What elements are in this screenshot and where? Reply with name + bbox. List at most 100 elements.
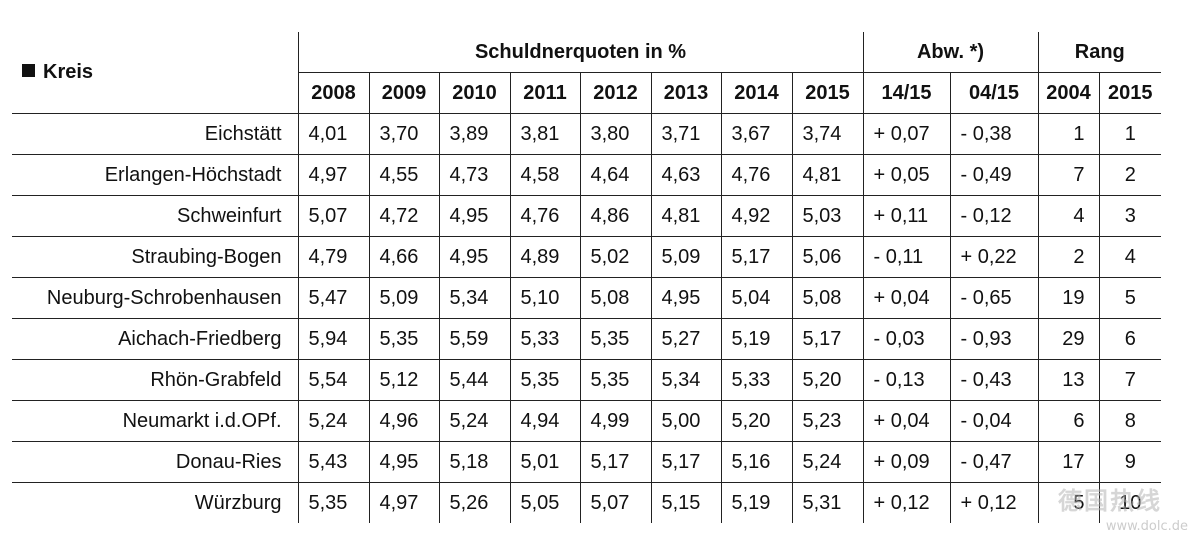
abw-cell: - 0,11 (862, 236, 950, 278)
quote-cell: 3,70 (368, 113, 439, 155)
kreis-cell: Neumarkt i.d.OPf. (12, 400, 298, 442)
quote-cell: 5,07 (579, 482, 651, 523)
quote-cell: 5,19 (720, 482, 792, 523)
quote-cell: 5,03 (791, 195, 863, 237)
abw-cell: - 0,49 (949, 154, 1038, 196)
kreis-cell: Aichach-Friedberg (12, 318, 298, 360)
rang-cell: 4 (1037, 195, 1099, 237)
col-abw: 14/15 (862, 72, 950, 114)
col-year: 2013 (650, 72, 721, 114)
col-year: 2014 (720, 72, 792, 114)
quote-cell: 5,15 (650, 482, 721, 523)
square-bullet-icon (22, 64, 35, 77)
quote-cell: 4,96 (368, 400, 439, 442)
quote-cell: 4,66 (368, 236, 439, 278)
watermark-url: www.dolc.de (1105, 519, 1188, 534)
quote-cell: 4,95 (438, 236, 510, 278)
table-row: Aichach-Friedberg 5,94 5,35 5,59 5,33 5,35 5,2… (12, 318, 1161, 360)
col-year: 2015 (791, 72, 863, 114)
abw-cell: + 0,12 (949, 482, 1038, 523)
rang-cell: 7 (1037, 154, 1099, 196)
quote-cell: 5,33 (509, 318, 580, 360)
quote-cell: 5,06 (791, 236, 863, 278)
abw-cell: - 0,93 (949, 318, 1038, 360)
table-row: Schweinfurt 5,07 4,72 4,95 4,76 4,86 4,81 4,92 5… (12, 195, 1161, 237)
quote-cell: 5,09 (650, 236, 721, 278)
quote-cell: 4,97 (368, 482, 439, 523)
quote-cell: 4,72 (368, 195, 439, 237)
quote-cell: 5,35 (509, 359, 580, 401)
group-abweichung: Abw. *) (862, 32, 1038, 73)
table-row: Donau-Ries 5,43 4,95 5,18 5,01 5,17 5,17 5,16 5,… (12, 441, 1161, 483)
rang-cell: 3 (1098, 195, 1161, 237)
rang-cell: 9 (1098, 441, 1161, 483)
quote-cell: 5,08 (791, 277, 863, 319)
col-year: 2011 (509, 72, 580, 114)
quote-cell: 5,94 (297, 318, 369, 360)
quote-cell: 3,74 (791, 113, 863, 155)
kreis-cell: Schweinfurt (12, 195, 298, 237)
rang-cell: 13 (1037, 359, 1099, 401)
quote-cell: 5,35 (579, 318, 651, 360)
quote-cell: 5,47 (297, 277, 369, 319)
group-rang: Rang (1037, 32, 1161, 73)
quote-cell: 5,34 (650, 359, 721, 401)
quote-cell: 5,24 (297, 400, 369, 442)
quote-cell: 5,33 (720, 359, 792, 401)
rang-cell: 1 (1098, 113, 1161, 155)
header-row-groups: Kreis Schuldnerquoten in % Abw. *) Rang (12, 32, 1161, 83)
quote-cell: 4,64 (579, 154, 651, 196)
quote-cell: 4,63 (650, 154, 721, 196)
quote-cell: 3,89 (438, 113, 510, 155)
table-body: Eichstätt 4,01 3,70 3,89 3,81 3,80 3,71 3,67 3,7… (12, 113, 1161, 523)
abw-cell: + 0,04 (862, 400, 950, 442)
rang-cell: 10 (1098, 482, 1161, 523)
quote-cell: 5,01 (509, 441, 580, 483)
rang-cell: 29 (1037, 318, 1099, 360)
abw-cell: - 0,03 (862, 318, 950, 360)
quote-cell: 4,76 (720, 154, 792, 196)
kreis-cell: Würzburg (12, 482, 298, 523)
quote-cell: 4,86 (579, 195, 651, 237)
quote-cell: 4,94 (509, 400, 580, 442)
watermark-logo: 德国热线 (1058, 487, 1162, 515)
group-schuldnerquoten: Schuldnerquoten in % (297, 32, 863, 73)
quote-cell: 5,27 (650, 318, 721, 360)
abw-cell: - 0,65 (949, 277, 1038, 319)
quote-cell: 5,17 (720, 236, 792, 278)
quote-cell: 5,54 (297, 359, 369, 401)
quote-cell: 5,12 (368, 359, 439, 401)
rang-cell: 5 (1037, 482, 1099, 523)
abw-cell: - 0,38 (949, 113, 1038, 155)
table-row: Straubing-Bogen 4,79 4,66 4,95 4,89 5,02 5,09 5… (12, 236, 1161, 278)
abw-cell: - 0,13 (862, 359, 950, 401)
col-abw: 04/15 (949, 72, 1038, 114)
quote-cell: 4,76 (509, 195, 580, 237)
quote-cell: 5,04 (720, 277, 792, 319)
rang-cell: 19 (1037, 277, 1099, 319)
quote-cell: 5,17 (579, 441, 651, 483)
quote-cell: 5,07 (297, 195, 369, 237)
rang-cell: 17 (1037, 441, 1099, 483)
quote-cell: 5,24 (438, 400, 510, 442)
abw-cell: + 0,07 (862, 113, 950, 155)
col-year: 2009 (368, 72, 439, 114)
quote-cell: 4,73 (438, 154, 510, 196)
rang-cell: 5 (1098, 277, 1161, 319)
quote-cell: 4,97 (297, 154, 369, 196)
quote-cell: 5,59 (438, 318, 510, 360)
rang-cell: 1 (1037, 113, 1099, 155)
quote-cell: 3,81 (509, 113, 580, 155)
quote-cell: 4,95 (650, 277, 721, 319)
rang-cell: 4 (1098, 236, 1161, 278)
col-rang: 2015 (1098, 72, 1161, 114)
quote-cell: 5,26 (438, 482, 510, 523)
abw-cell: - 0,12 (949, 195, 1038, 237)
kreis-cell: Neuburg-Schrobenhausen (12, 277, 298, 319)
quote-cell: 4,92 (720, 195, 792, 237)
abw-cell: - 0,04 (949, 400, 1038, 442)
quote-cell: 5,19 (720, 318, 792, 360)
abw-cell: + 0,04 (862, 277, 950, 319)
kreis-cell: Straubing-Bogen (12, 236, 298, 278)
